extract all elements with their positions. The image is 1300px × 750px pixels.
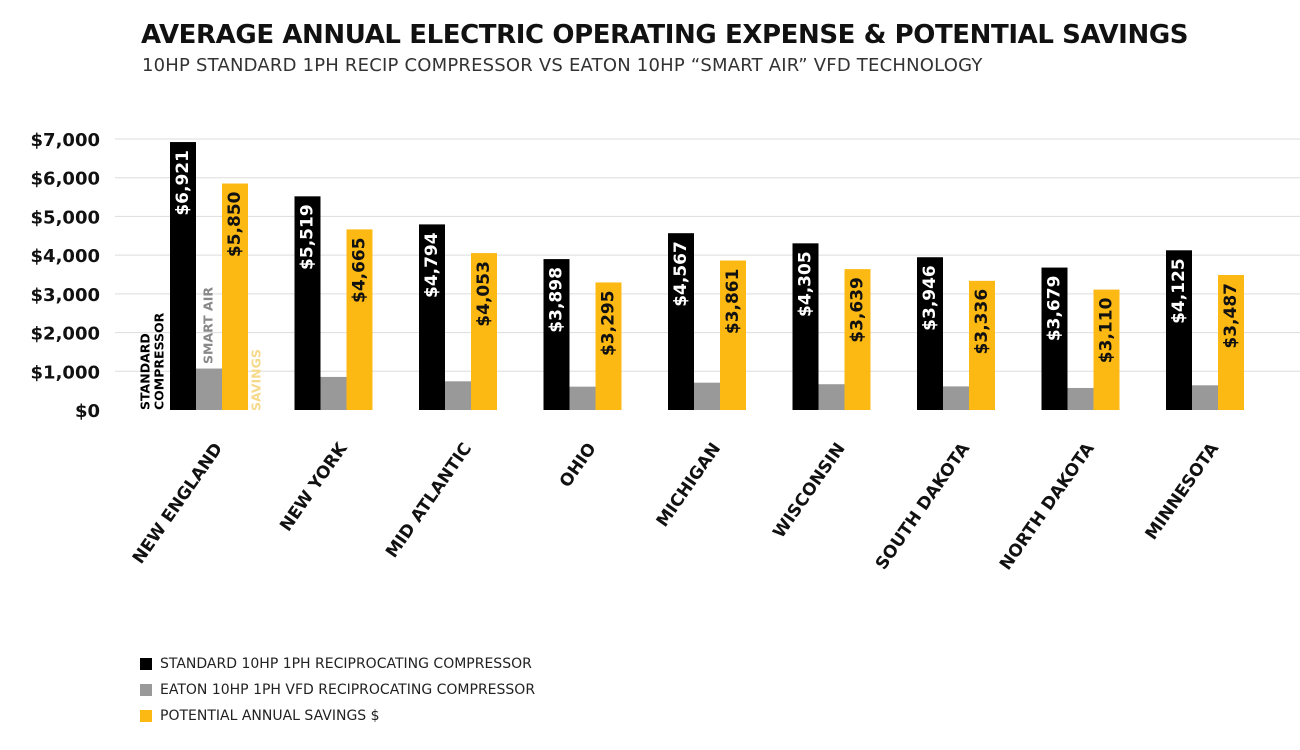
data-label: $3,487	[1221, 283, 1241, 349]
x-tick-label: SOUTH DAKOTA	[872, 439, 975, 574]
bar	[419, 224, 445, 410]
y-tick-label: $5,000	[31, 207, 100, 228]
y-tick-label: $0	[75, 401, 100, 422]
data-label: $3,679	[1045, 276, 1065, 342]
bar	[320, 376, 347, 410]
data-label: $5,519	[298, 204, 318, 270]
bar	[1166, 250, 1192, 410]
data-label: $4,567	[671, 241, 691, 307]
legend-item-savings: POTENTIAL ANNUAL SAVINGS $	[140, 703, 535, 729]
bar	[1093, 289, 1120, 410]
legend-label-savings: POTENTIAL ANNUAL SAVINGS $	[160, 708, 380, 724]
y-tick-label: $2,000	[31, 324, 100, 345]
series-annotation: SMART AIR	[201, 287, 216, 364]
series-annotation: STANDARD	[138, 333, 153, 410]
y-tick-label: $1,000	[31, 362, 100, 383]
legend-item-smart-air: EATON 10HP 1PH VFD RECIPROCATING COMPRES…	[140, 677, 535, 703]
series-annotation: SAVINGS	[249, 349, 264, 411]
bar	[720, 260, 746, 410]
bar	[1041, 267, 1068, 410]
data-label: $4,794	[422, 232, 442, 298]
legend-swatch-savings	[140, 710, 152, 722]
bar	[196, 368, 222, 410]
data-label: $4,053	[474, 261, 494, 327]
x-tick-label: MICHIGAN	[653, 439, 725, 530]
x-tick-label: NEW YORK	[276, 439, 352, 535]
data-label: $3,295	[599, 290, 619, 356]
bar	[543, 259, 570, 410]
x-tick-label: NORTH DAKOTA	[996, 439, 1099, 574]
data-label: $3,110	[1097, 297, 1117, 363]
legend-swatch-smart-air	[140, 684, 152, 696]
bar	[818, 384, 845, 410]
bar	[294, 196, 321, 410]
legend-label-smart-air: EATON 10HP 1PH VFD RECIPROCATING COMPRES…	[160, 682, 536, 698]
bar-chart: $0 $1,000 $2,000 $3,000 $4,000 $5,000 $6,000 $7…	[31, 130, 1300, 574]
y-tick-label: $3,000	[31, 285, 100, 306]
bar	[694, 382, 720, 410]
bar	[668, 233, 694, 410]
bar	[1067, 387, 1094, 410]
bar	[1192, 385, 1218, 410]
chart-subtitle: 10HP STANDARD 1PH RECIP COMPRESSOR VS EA…	[142, 55, 983, 76]
y-tick-label: $4,000	[31, 246, 100, 267]
x-tick-label: MID ATLANTIC	[382, 439, 476, 561]
bar	[595, 282, 622, 410]
bar	[969, 280, 995, 410]
x-tick-label: WISCONSIN	[769, 439, 849, 542]
data-label: $4,305	[796, 251, 816, 317]
bar	[943, 386, 969, 410]
legend-item-standard: STANDARD 10HP 1PH RECIPROCATING COMPRESS…	[140, 651, 535, 677]
bar	[844, 269, 871, 410]
bar	[569, 386, 596, 410]
data-label: $3,861	[723, 269, 743, 335]
data-label: $3,946	[920, 265, 940, 331]
bar	[1218, 275, 1244, 410]
chart-title: AVERAGE ANNUAL ELECTRIC OPERATING EXPENS…	[141, 20, 1189, 50]
bar	[792, 243, 819, 410]
series-annotation: COMPRESSOR	[152, 312, 167, 410]
x-tick-label: NEW ENGLAND	[129, 439, 227, 567]
bar	[917, 257, 943, 410]
legend-label-standard: STANDARD 10HP 1PH RECIPROCATING COMPRESS…	[160, 656, 532, 672]
data-label: $3,336	[972, 289, 992, 355]
chart-legend: STANDARD 10HP 1PH RECIPROCATING COMPRESS…	[140, 651, 535, 729]
data-label: $6,921	[173, 150, 193, 216]
data-label: $3,898	[547, 267, 567, 333]
y-tick-label: $7,000	[31, 130, 100, 151]
data-label: $4,125	[1169, 258, 1189, 324]
data-label: $4,665	[350, 237, 370, 303]
data-label: $5,850	[225, 191, 245, 257]
y-tick-label: $6,000	[31, 169, 100, 190]
legend-swatch-standard	[140, 658, 152, 670]
x-tick-label: OHIO	[556, 439, 601, 491]
bar	[346, 229, 373, 410]
bar	[471, 253, 497, 410]
bar	[170, 142, 196, 411]
x-tick-label: MINNESOTA	[1142, 439, 1224, 544]
bar	[445, 381, 471, 410]
data-label: $3,639	[848, 277, 868, 343]
bar	[222, 183, 248, 410]
